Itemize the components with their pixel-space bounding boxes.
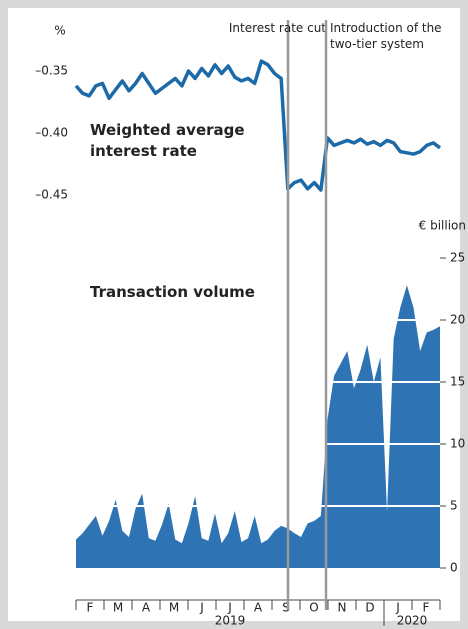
y-unit: % — [54, 24, 65, 38]
x-tick-label: S — [282, 601, 290, 615]
y-tick-label: 25 — [450, 251, 465, 265]
x-tick-label: M — [169, 601, 179, 615]
annotation-line-text: Introduction of the — [330, 21, 442, 35]
series-label-line: Transaction volume — [90, 283, 255, 301]
annotation-line-text: two-tier system — [330, 37, 424, 51]
year-label: 2020 — [397, 614, 428, 628]
annotation-line-text: Interest rate cut — [229, 21, 326, 35]
series-label-line: Weighted average — [90, 121, 245, 139]
y-tick-label: –0.35 — [35, 64, 68, 78]
x-tick-label: F — [423, 601, 430, 615]
y-tick-label: 5 — [450, 499, 458, 513]
annotation: Introduction of the two-tier system — [330, 21, 442, 51]
series-label: Transaction volume — [90, 283, 255, 301]
year-label: 2019 — [215, 614, 246, 628]
x-tick-label: M — [113, 601, 123, 615]
y-tick-label: –0.45 — [35, 188, 68, 202]
series-label-line: interest rate — [90, 142, 197, 160]
y-tick-label: 15 — [450, 375, 465, 389]
rate-line — [74, 59, 442, 192]
x-tick-label: O — [309, 601, 318, 615]
annotation: Interest rate cut — [229, 21, 326, 35]
x-tick-label: J — [395, 601, 400, 615]
x-tick-label: A — [254, 601, 263, 615]
y-tick-label: 10 — [450, 437, 465, 451]
x-tick-label: F — [87, 601, 94, 615]
y-tick-label: 0 — [450, 561, 458, 575]
x-tick-label: A — [142, 601, 151, 615]
y-unit: € billion — [419, 219, 466, 233]
series-label: Weighted average interest rate — [90, 121, 245, 160]
x-tick-label: J — [199, 601, 204, 615]
volume-area — [76, 285, 440, 568]
y-tick-label: 20 — [450, 313, 465, 327]
x-tick-label: J — [227, 601, 232, 615]
y-tick-label: –0.40 — [35, 126, 68, 140]
x-tick-label: N — [338, 601, 347, 615]
x-tick-label: D — [365, 601, 374, 615]
